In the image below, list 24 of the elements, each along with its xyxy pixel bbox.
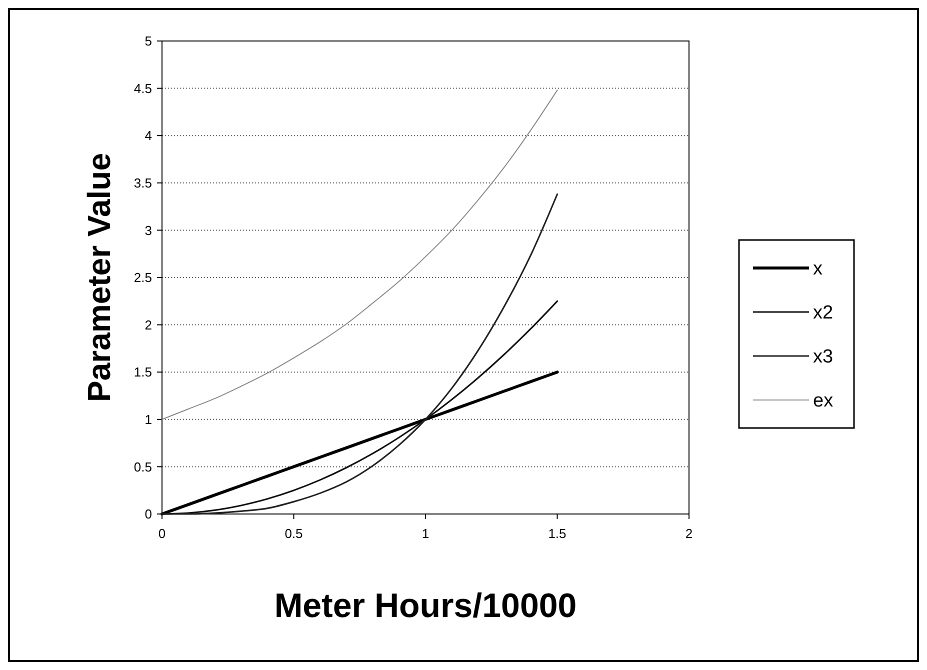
y-tick-label: 1.5	[134, 364, 152, 380]
y-tick-label: 4.5	[134, 80, 152, 96]
y-tick-label: 3.5	[134, 175, 152, 190]
y-tick-label: 3	[144, 222, 152, 238]
x-tick-label: 2	[685, 526, 693, 541]
x-tick-label: 1	[422, 526, 430, 541]
legend-label: ex	[813, 390, 834, 412]
legend-label: x	[813, 258, 823, 280]
x-axis-title: Meter Hours/10000	[274, 587, 577, 625]
y-tick-label: 1	[144, 412, 152, 427]
y-tick-label: 0.5	[134, 459, 152, 474]
y-tick-label: 4	[144, 128, 152, 144]
x-tick-label: 0	[158, 526, 166, 541]
line-series	[162, 90, 558, 420]
y-tick-label: 5	[144, 34, 152, 49]
x-tick-label: 1.5	[548, 526, 566, 541]
y-tick-label: 2.5	[134, 270, 152, 286]
y-tick-label: 0	[144, 506, 152, 522]
y-tick-label: 2	[144, 317, 152, 332]
x-tick-label: 0.5	[284, 526, 303, 541]
legend-label: x3	[813, 346, 834, 368]
y-axis-title: Parameter Value	[81, 152, 117, 402]
legend-label: x2	[813, 302, 834, 324]
line-series	[161, 193, 558, 515]
